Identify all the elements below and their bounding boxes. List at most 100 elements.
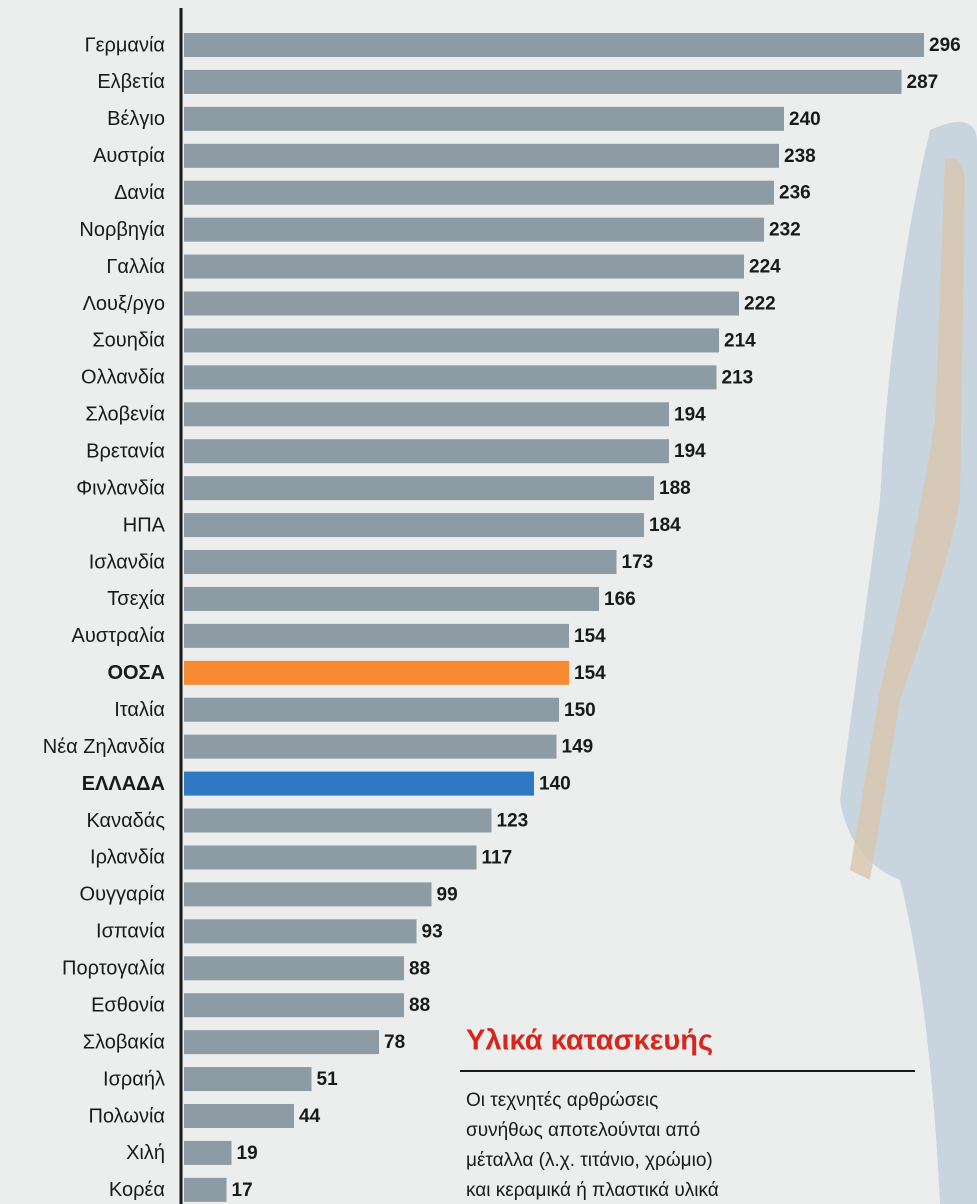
bar — [184, 33, 924, 57]
bar — [184, 550, 617, 575]
bar — [184, 808, 492, 833]
category-label: Λουξ/ργο — [83, 293, 165, 315]
category-label: Νορβηγία — [79, 219, 165, 241]
bar — [184, 1140, 232, 1165]
category-label: Εσθονία — [91, 994, 165, 1016]
bar — [184, 402, 669, 427]
value-label: 88 — [409, 995, 430, 1016]
category-label: Αυστραλία — [72, 625, 165, 647]
category-label: Φινλανδία — [76, 477, 165, 499]
annotation-text: μέταλλα (λ.χ. τιτάνιο, χρώμιο) — [466, 1150, 713, 1171]
bar — [184, 956, 404, 981]
bar — [184, 882, 432, 907]
value-label: 188 — [659, 478, 691, 499]
value-label: 184 — [649, 515, 681, 536]
category-label: Αυστρία — [93, 145, 165, 167]
annotation-title: Υλικά κατασκευής — [466, 1025, 713, 1057]
value-label: 154 — [574, 626, 606, 647]
bar — [184, 143, 779, 168]
category-label: Ισπανία — [96, 921, 165, 943]
value-label: 194 — [674, 404, 706, 425]
value-label: 236 — [779, 183, 811, 204]
category-label: Χιλή — [126, 1142, 165, 1164]
value-label: 149 — [562, 737, 594, 758]
bar — [184, 697, 559, 722]
value-label: 99 — [437, 884, 458, 905]
category-label: Κορέα — [109, 1179, 165, 1201]
value-label: 166 — [604, 589, 636, 610]
value-label: 123 — [497, 811, 529, 832]
value-label: 51 — [317, 1069, 339, 1090]
annotation-text: Οι τεχνητές αρθρώσεις — [466, 1090, 658, 1111]
value-label: 154 — [574, 663, 606, 684]
value-label: 44 — [299, 1106, 321, 1127]
category-label: Ολλανδία — [81, 367, 165, 389]
value-label: 238 — [784, 146, 816, 167]
bar — [184, 69, 902, 94]
category-label: ΕΛΛΑΔΑ — [82, 773, 165, 795]
category-label: Ισλανδία — [89, 551, 165, 573]
value-label: 214 — [724, 330, 756, 351]
bar — [184, 586, 599, 611]
annotation-text: και κεραμικά ή πλαστικά υλικά — [466, 1180, 719, 1201]
category-label: Σουηδία — [92, 330, 165, 352]
bar — [184, 180, 774, 205]
category-label: Βρετανία — [86, 441, 165, 463]
bar — [184, 365, 717, 390]
category-label: ΗΠΑ — [123, 514, 166, 536]
value-label: 232 — [769, 220, 801, 241]
category-label: Σλοβακία — [83, 1031, 165, 1053]
category-label: Δανία — [114, 182, 165, 204]
category-label: Νέα Ζηλανδία — [43, 736, 165, 758]
bar — [184, 1067, 312, 1092]
category-label: Ουγγαρία — [80, 884, 165, 906]
bar — [184, 1177, 227, 1202]
category-label: Τσεχία — [107, 588, 165, 610]
value-label: 287 — [907, 72, 939, 93]
bar — [184, 1030, 379, 1055]
value-label: 19 — [237, 1143, 258, 1164]
value-label: 140 — [539, 774, 571, 795]
value-label: 296 — [929, 35, 961, 56]
bar — [184, 217, 764, 242]
skeleton-arm — [850, 157, 965, 880]
bar — [184, 476, 654, 501]
value-label: 117 — [482, 847, 513, 868]
category-label: Γαλλία — [106, 256, 165, 278]
bar — [184, 106, 784, 131]
bar — [184, 513, 644, 538]
category-label: Ισραήλ — [103, 1068, 165, 1090]
bar — [184, 291, 739, 316]
bar — [184, 254, 744, 279]
category-label: Ιταλία — [114, 699, 165, 721]
bar — [184, 771, 534, 796]
bar — [184, 919, 417, 944]
value-label: 93 — [422, 921, 443, 942]
bar — [184, 734, 557, 759]
category-label: Βέλγιο — [107, 108, 165, 130]
value-label: 88 — [409, 958, 430, 979]
category-label: Πολωνία — [88, 1105, 165, 1127]
bar — [184, 993, 404, 1018]
category-label: Σλοβενία — [85, 404, 165, 426]
value-label: 150 — [564, 700, 596, 721]
value-label: 213 — [722, 367, 754, 388]
bar — [184, 1103, 294, 1128]
value-label: 224 — [749, 257, 781, 278]
category-label: Ελβετία — [97, 71, 165, 93]
bar — [184, 328, 719, 353]
category-label: Καναδάς — [86, 810, 165, 832]
value-label: 222 — [744, 294, 776, 315]
bar — [184, 660, 569, 685]
value-label: 173 — [622, 552, 654, 573]
bar — [184, 439, 669, 464]
annotation-text: συνήθως αποτελούνται από — [466, 1120, 700, 1141]
value-label: 240 — [789, 109, 821, 130]
category-label: Γερμανία — [85, 34, 165, 56]
value-label: 78 — [384, 1032, 405, 1053]
value-label: 17 — [232, 1180, 253, 1201]
category-label: ΟΟΣΑ — [107, 662, 165, 684]
value-label: 194 — [674, 441, 706, 462]
